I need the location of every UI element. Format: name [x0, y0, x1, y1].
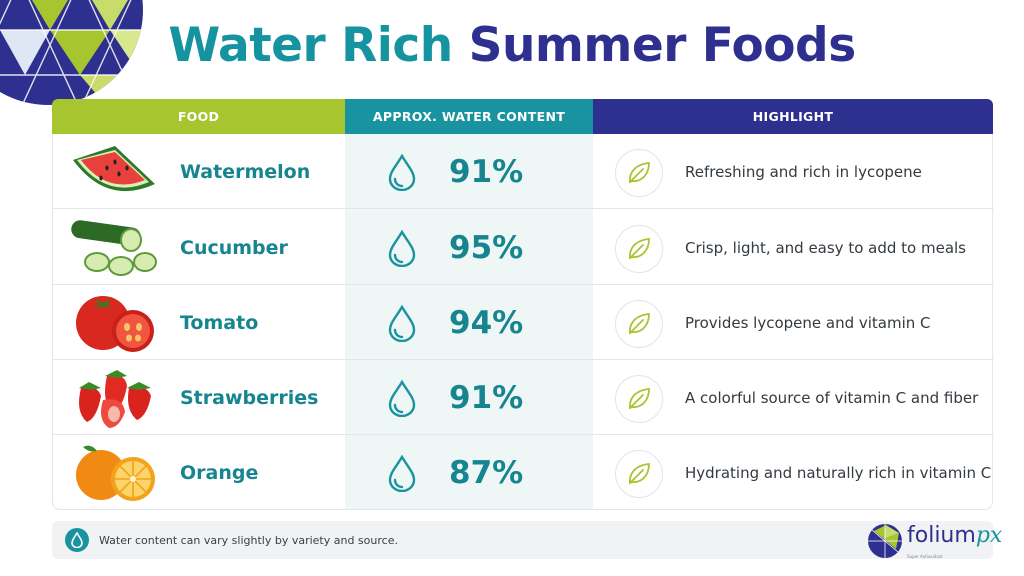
tomato-image: [76, 296, 154, 352]
title-part-2: Summer Foods: [468, 18, 857, 73]
strawberries-image: [79, 370, 151, 428]
header-water-content: APPROX. WATER CONTENT: [345, 99, 593, 134]
page-title: Water Rich Summer Foods: [0, 18, 1024, 73]
logo-suffix: px: [975, 523, 1003, 548]
footnote-bar: Water content can vary slightly by varie…: [52, 521, 993, 559]
leaf-icon: [615, 149, 663, 197]
water-column-background: [345, 134, 593, 510]
food-name: Watermelon: [180, 160, 311, 183]
highlight-text: Provides lycopene and vitamin C: [685, 313, 931, 332]
highlight-text: Crisp, light, and easy to add to meals: [685, 238, 967, 257]
leaf-icon: [615, 225, 663, 273]
header-food: FOOD: [52, 99, 345, 134]
water-drop-icon: [388, 229, 416, 267]
leaf-icon: [615, 450, 663, 498]
highlight-text: Refreshing and rich in lycopene: [685, 162, 922, 181]
food-name: Strawberries: [180, 386, 319, 409]
foods-table: FOOD APPROX. WATER CONTENT HIGHLIGHT Wat…: [52, 99, 994, 510]
water-percent: 94%: [449, 304, 524, 341]
brand-logo: foliumpx Super Antioxidant: [866, 519, 1002, 563]
water-drop-icon: [388, 304, 416, 342]
title-part-1: Water Rich: [168, 18, 453, 73]
water-percent: 87%: [449, 454, 524, 491]
leaf-icon: [615, 300, 663, 348]
water-drop-icon: [388, 454, 416, 492]
cucumber-image: [71, 220, 157, 276]
water-drop-icon: [65, 528, 89, 552]
footnote-text: Water content can vary slightly by varie…: [99, 533, 398, 547]
table-row: Orange 87% Hydrating and naturally rich …: [53, 435, 994, 510]
food-name: Orange: [180, 461, 259, 484]
food-name: Cucumber: [180, 236, 288, 259]
logo-wordmark: foliumpx: [907, 523, 1002, 548]
watermelon-image: [73, 146, 155, 192]
leaf-icon: [615, 375, 663, 423]
food-name: Tomato: [180, 311, 259, 334]
water-percent: 91%: [449, 379, 524, 416]
corner-globe-decoration: [0, 0, 143, 105]
table-row: Watermelon 91% Refreshing and rich in ly…: [53, 134, 994, 209]
logo-name: folium: [907, 523, 976, 548]
table-row: Cucumber 95% Crisp, light, and easy to a…: [53, 210, 994, 285]
header-highlight: HIGHLIGHT: [593, 99, 993, 134]
water-drop-icon: [388, 379, 416, 417]
logo-tagline: Super Antioxidant: [907, 554, 943, 559]
table-row: Strawberries 91% A colorful source of vi…: [53, 360, 994, 435]
table-row: Tomato 94% Provides lycopene and vitamin…: [53, 285, 994, 360]
highlight-text: Hydrating and naturally rich in vitamin …: [685, 463, 992, 482]
table-body: Watermelon 91% Refreshing and rich in ly…: [52, 134, 994, 510]
water-percent: 95%: [449, 229, 524, 266]
water-drop-icon: [388, 153, 416, 191]
highlight-text: A colorful source of vitamin C and fiber: [685, 388, 979, 407]
logo-globe-icon: [868, 524, 902, 558]
water-percent: 91%: [449, 153, 524, 190]
orange-image: [76, 445, 155, 501]
